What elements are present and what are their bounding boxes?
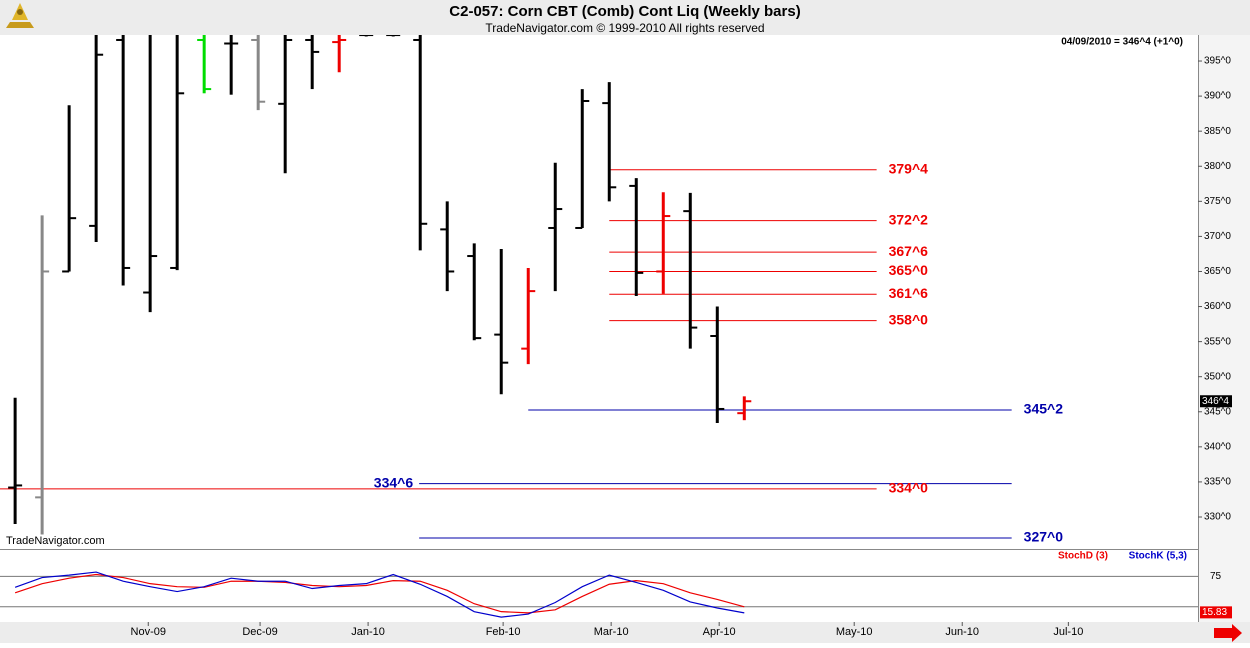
y-tick-label: 370^0 [1204, 231, 1231, 242]
level-label: 334^6 [374, 474, 414, 490]
level-label: 372^2 [889, 211, 929, 227]
indicator-line [14, 573, 745, 614]
x-tick-label: Dec-09 [242, 626, 277, 638]
y-tick-label: 340^0 [1204, 441, 1231, 452]
indicator-line [14, 571, 745, 618]
legend-entry: StochK (5,3) [1129, 551, 1187, 562]
logo [6, 3, 34, 28]
x-tick-label: Nov-09 [131, 626, 166, 638]
y-tick-label: 335^0 [1204, 477, 1231, 488]
main-panel [0, 35, 1012, 539]
y-tick-label: 395^0 [1204, 56, 1231, 67]
level-label: 358^0 [889, 311, 929, 327]
y-tick-label: 390^0 [1204, 91, 1231, 102]
scroll-arrow [1214, 624, 1242, 642]
indicator-tag-label: 15.83 [1202, 607, 1227, 618]
y-tick-label: 360^0 [1204, 301, 1231, 312]
header-note: 04/09/2010 = 346^4 (+1^0) [1061, 37, 1183, 48]
level-label: 361^6 [889, 285, 929, 301]
y-tick-label: 385^0 [1204, 126, 1231, 137]
title-bar [0, 0, 1250, 35]
chart-subtitle: TradeNavigator.com © 1999-2010 All right… [485, 21, 764, 35]
x-tick-label: Apr-10 [703, 626, 736, 638]
last-price-label: 346^4 [1202, 396, 1229, 407]
y-tick-label: 345^0 [1204, 406, 1231, 417]
legend-entry: StochD (3) [1058, 551, 1108, 562]
watermark: TradeNavigator.com [6, 535, 105, 547]
indicator-tick-label: 75 [1210, 571, 1222, 582]
x-tick-label: Jan-10 [351, 626, 385, 638]
level-label: 367^6 [889, 243, 929, 259]
level-label: 365^0 [889, 262, 929, 278]
y-axis-band [1198, 35, 1250, 622]
last-price-box [1200, 395, 1232, 408]
level-label: 345^2 [1024, 401, 1064, 417]
level-label: 379^4 [889, 160, 929, 176]
x-tick-label: Feb-10 [486, 626, 521, 638]
x-tick-label: Mar-10 [594, 626, 629, 638]
x-tick-label: Jun-10 [945, 626, 979, 638]
y-tick-label: 350^0 [1204, 371, 1231, 382]
y-tick-label: 355^0 [1204, 336, 1231, 347]
level-label: 334^0 [889, 480, 929, 496]
y-tick-label: 365^0 [1204, 266, 1231, 277]
indicator-tag-box [1200, 606, 1232, 619]
y-tick-label: 330^0 [1204, 512, 1231, 523]
level-label: 327^0 [1024, 529, 1064, 545]
chart-title: C2-057: Corn CBT (Comb) Cont Liq (Weekly… [449, 3, 800, 20]
y-tick-label: 380^0 [1204, 161, 1231, 172]
x-tick-label: Jul-10 [1053, 626, 1083, 638]
y-tick-label: 375^0 [1204, 196, 1231, 207]
x-axis-band [0, 622, 1250, 643]
x-tick-label: May-10 [836, 626, 873, 638]
